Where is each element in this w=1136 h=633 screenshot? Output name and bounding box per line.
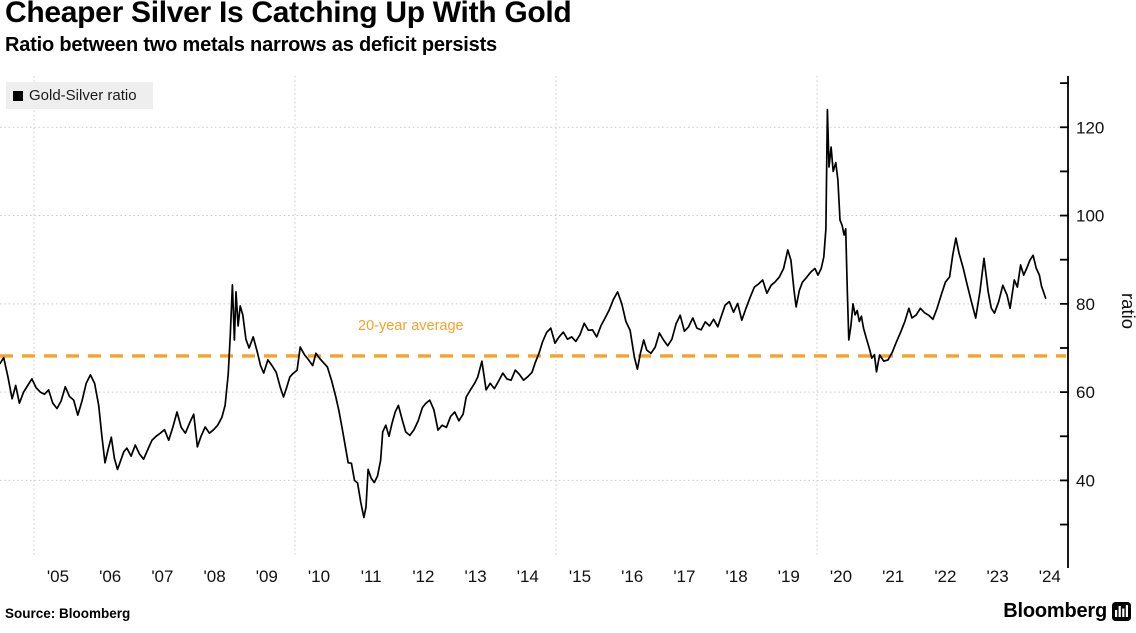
x-tick-label: '24	[1039, 567, 1061, 586]
x-tick-label: '21	[882, 567, 904, 586]
y-axis-title: ratio	[1118, 293, 1136, 329]
x-tick-label: '20	[830, 567, 852, 586]
x-tick-label: '16	[621, 567, 643, 586]
y-tick-label: 80	[1076, 295, 1095, 314]
x-tick-label: '12	[412, 567, 434, 586]
x-tick-label: '22	[934, 567, 956, 586]
bloomberg-mark-icon	[1112, 602, 1131, 621]
x-tick-label: '19	[778, 567, 800, 586]
bloomberg-wordmark: Bloomberg	[1003, 600, 1107, 622]
x-tick-label: '14	[517, 567, 539, 586]
x-tick-label: '17	[673, 567, 695, 586]
legend-swatch-icon	[13, 90, 23, 101]
x-tick-label: '15	[569, 567, 591, 586]
y-tick-label: 60	[1076, 383, 1095, 402]
y-tick-label: 40	[1076, 471, 1095, 490]
bloomberg-logo: Bloomberg	[1003, 600, 1131, 623]
legend: Gold-Silver ratio	[6, 82, 153, 109]
x-tick-label: '08	[204, 567, 226, 586]
x-tick-label: '10	[308, 567, 330, 586]
source-credit: Source: Bloomberg	[5, 606, 131, 621]
average-line-label: 20-year average	[358, 318, 464, 334]
page-subtitle: Ratio between two metals narrows as defi…	[5, 34, 497, 56]
x-tick-label: '09	[256, 567, 278, 586]
y-tick-label: 100	[1076, 207, 1104, 226]
x-tick-label: '07	[151, 567, 173, 586]
x-tick-label: '18	[726, 567, 748, 586]
x-tick-label: '11	[361, 567, 382, 586]
x-tick-label: '23	[987, 567, 1009, 586]
gold-silver-ratio-line	[0, 108, 1047, 519]
x-tick-label: '06	[99, 567, 121, 586]
page-title: Cheaper Silver Is Catching Up With Gold	[5, 0, 572, 29]
y-tick-label: 120	[1076, 118, 1104, 137]
legend-label: Gold-Silver ratio	[29, 87, 137, 104]
x-tick-label: '13	[465, 567, 487, 586]
x-tick-label: '05	[47, 567, 69, 586]
